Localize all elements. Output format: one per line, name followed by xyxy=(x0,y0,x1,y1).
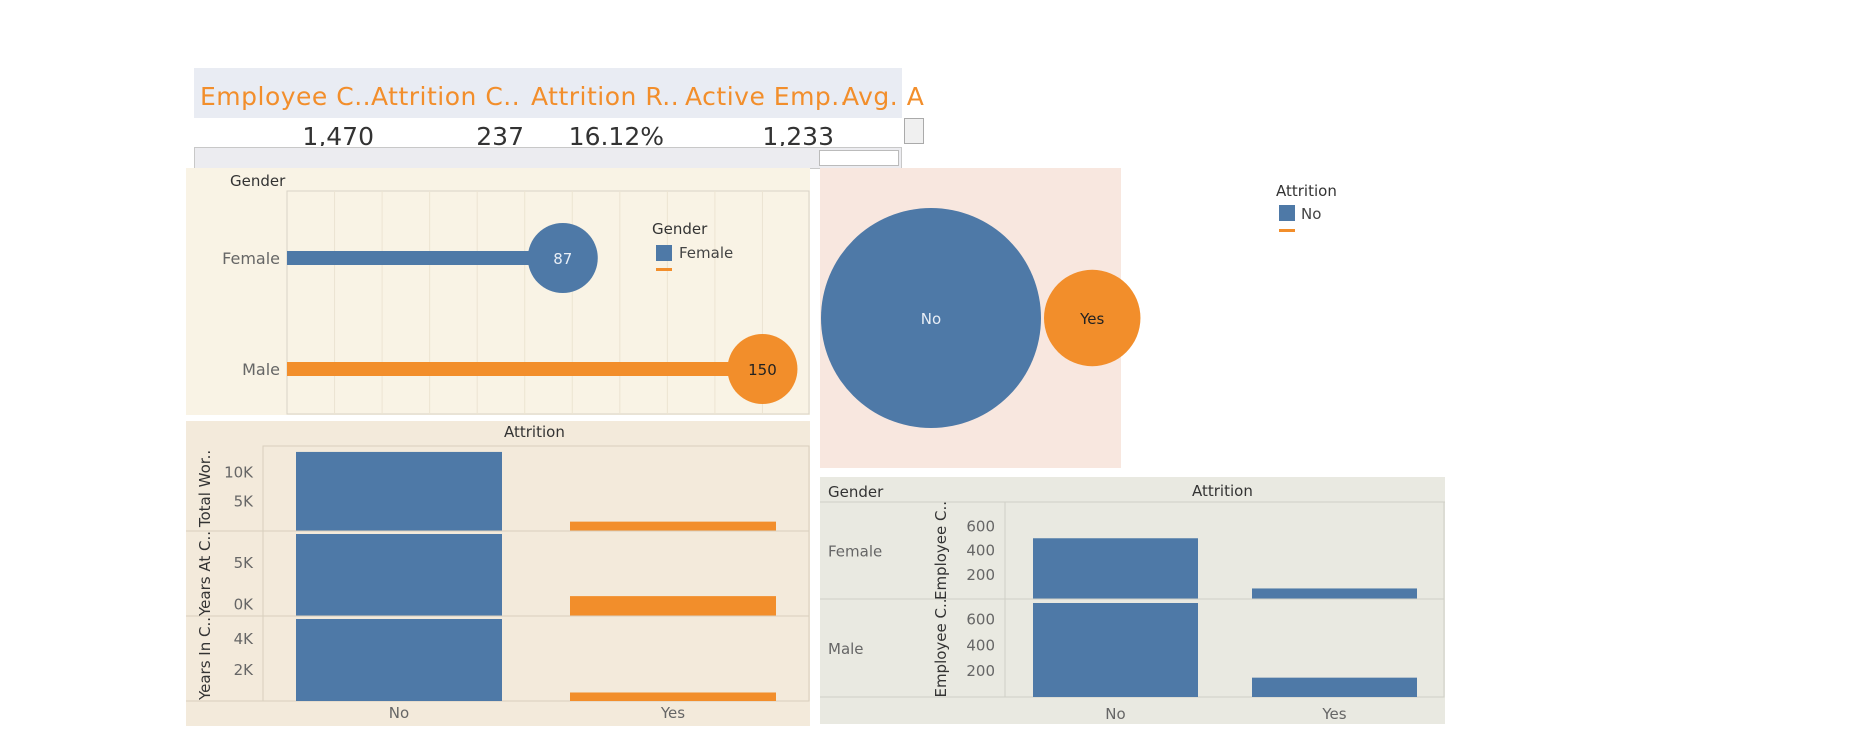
attrition-bubble-chart: No Yes xyxy=(821,208,1141,428)
attrition-x-tick-no: No xyxy=(389,704,409,722)
gender-header: Gender xyxy=(230,172,286,190)
attrition-axis-label-total-wor-: Total Wor.. xyxy=(196,450,214,528)
gender-attrition-bar-female-no[interactable] xyxy=(1033,538,1198,599)
bubble-no[interactable] xyxy=(821,208,1041,428)
legend-swatch-no[interactable] xyxy=(1279,205,1295,221)
bubble-yes[interactable] xyxy=(1044,269,1141,367)
gender-attrition-tick-label: 200 xyxy=(966,566,995,584)
attrition-legend-title: Attrition xyxy=(1276,182,1337,200)
attrition-metrics-chart: 10K 5K Total Wor.. 5K 0K Years At C.. 4K 2K Year… xyxy=(186,445,810,722)
bubble-label-yes: Yes xyxy=(1079,310,1104,328)
kpi-header-row: Employee C.. Attrition C.. Attrition R..… xyxy=(194,68,924,118)
gender-attrition-x-tick-no: No xyxy=(1105,705,1125,723)
gender-attrition-tick-label: 200 xyxy=(966,662,995,680)
gender-attrition-bar-male-yes[interactable] xyxy=(1252,677,1417,697)
gender-attrition-panel: Gender Attrition Female 600 400 200 Employee… xyxy=(820,477,1445,724)
kpi-value-row: 1,470 237 16.12% 1,233 xyxy=(194,118,902,146)
attrition-header: Attrition xyxy=(504,423,565,441)
attrition-metrics-panel: Attrition 10K 5K Total Wor.. 5K 0K Years At C… xyxy=(186,421,810,726)
gender-attrition-bar-male-no[interactable] xyxy=(1033,603,1198,697)
kpi-value-employee-count: 1,470 xyxy=(302,122,374,146)
gender-legend-title: Gender xyxy=(652,220,708,238)
bubble-label-no: No xyxy=(921,310,941,328)
attrition-tick-label: 2K xyxy=(234,661,255,679)
kpi-header-employee-count[interactable]: Employee C.. xyxy=(200,82,372,111)
gender-row-header: Gender xyxy=(828,483,884,501)
kpi-horizontal-scrollbar[interactable] xyxy=(194,147,902,169)
legend-swatch-yes[interactable] xyxy=(1279,229,1295,232)
attrition-pane-frame xyxy=(262,615,810,702)
attrition-bar-years-in-c--yes[interactable] xyxy=(570,692,776,701)
attrition-tick-label: 0K xyxy=(234,595,255,613)
kpi-header-avg[interactable]: Avg. A xyxy=(842,82,925,111)
gender-data-label-female: 87 xyxy=(553,250,572,268)
kpi-scroll-up-button[interactable] xyxy=(904,118,924,144)
gender-attrition-x-tick-yes: Yes xyxy=(1321,705,1346,723)
attrition-bar-years-at-c--no[interactable] xyxy=(296,534,502,616)
gender-lollipop-panel: Gender Female 87 Male 150 Gender Female xyxy=(186,168,810,415)
gender-attrition-row-label-male: Male xyxy=(828,640,864,658)
gender-bar-male[interactable] xyxy=(287,362,763,376)
gender-attrition-chart: Female 600 400 200 Employee C.. Male 600 400 200… xyxy=(820,501,1445,723)
kpi-header-attrition-count[interactable]: Attrition C.. xyxy=(371,82,521,111)
legend-swatch-female[interactable] xyxy=(656,245,672,261)
gender-lollipop-head-female[interactable] xyxy=(527,223,598,293)
kpi-scrollbar-thumb[interactable] xyxy=(819,150,899,166)
kpi-header-active-employees[interactable]: Active Emp.. xyxy=(685,82,849,111)
gender-plot-frame xyxy=(286,190,810,415)
attrition-bar-years-in-c--no[interactable] xyxy=(296,619,502,701)
gender-attrition-tick-label: 600 xyxy=(966,517,995,535)
attrition-tick-label: 5K xyxy=(234,554,255,572)
gender-axis-label-female: Female xyxy=(222,249,280,268)
attrition-bubble-panel: No Yes xyxy=(820,168,1141,468)
gender-axis-label-male: Male xyxy=(242,360,280,379)
gender-data-label-male: 150 xyxy=(748,361,777,379)
kpi-value-active-employees: 1,233 xyxy=(762,122,834,146)
gender-attrition-bar-female-yes[interactable] xyxy=(1252,588,1417,599)
kpi-header-attrition-rate[interactable]: Attrition R.. xyxy=(531,82,680,111)
gender-attrition-tick-label: 600 xyxy=(966,611,995,629)
attrition-tick-label: 4K xyxy=(234,630,255,648)
gender-attrition-tick-label: 400 xyxy=(966,636,995,654)
kpi-value-attrition-count: 237 xyxy=(476,122,524,146)
attrition-axis-label-years-at-c-: Years At C.. xyxy=(196,531,214,617)
attrition-x-tick-yes: Yes xyxy=(660,704,685,722)
gender-attrition-row-label-female: Female xyxy=(828,543,882,561)
gender-attrition-tick-label: 400 xyxy=(966,542,995,560)
attrition-legend-item-no[interactable]: No xyxy=(1301,205,1322,223)
gender-attrition-axis-label: Employee C.. xyxy=(932,501,950,600)
attrition-tick-label: 10K xyxy=(224,463,254,481)
attrition-column-header: Attrition xyxy=(1192,482,1253,500)
gender-lollipop-head-male[interactable] xyxy=(727,334,798,404)
kpi-value-attrition-rate: 16.12% xyxy=(568,122,664,146)
gender-bar-female[interactable] xyxy=(287,251,563,265)
gender-legend-item-female[interactable]: Female xyxy=(679,244,734,262)
attrition-axis-label-years-in-c-: Years In C.. xyxy=(196,617,214,701)
attrition-bar-total-wor--no[interactable] xyxy=(296,451,502,531)
attrition-bar-years-at-c--yes[interactable] xyxy=(570,596,776,616)
gender-attrition-pane-frame xyxy=(1004,598,1445,698)
attrition-tick-label: 5K xyxy=(234,493,255,511)
gender-attrition-axis-label: Employee C.. xyxy=(932,598,950,697)
gender-lollipop-chart: Female 87 Male 150 xyxy=(222,190,810,415)
legend-swatch-male[interactable] xyxy=(656,268,672,271)
attrition-bar-total-wor--yes[interactable] xyxy=(570,521,776,531)
